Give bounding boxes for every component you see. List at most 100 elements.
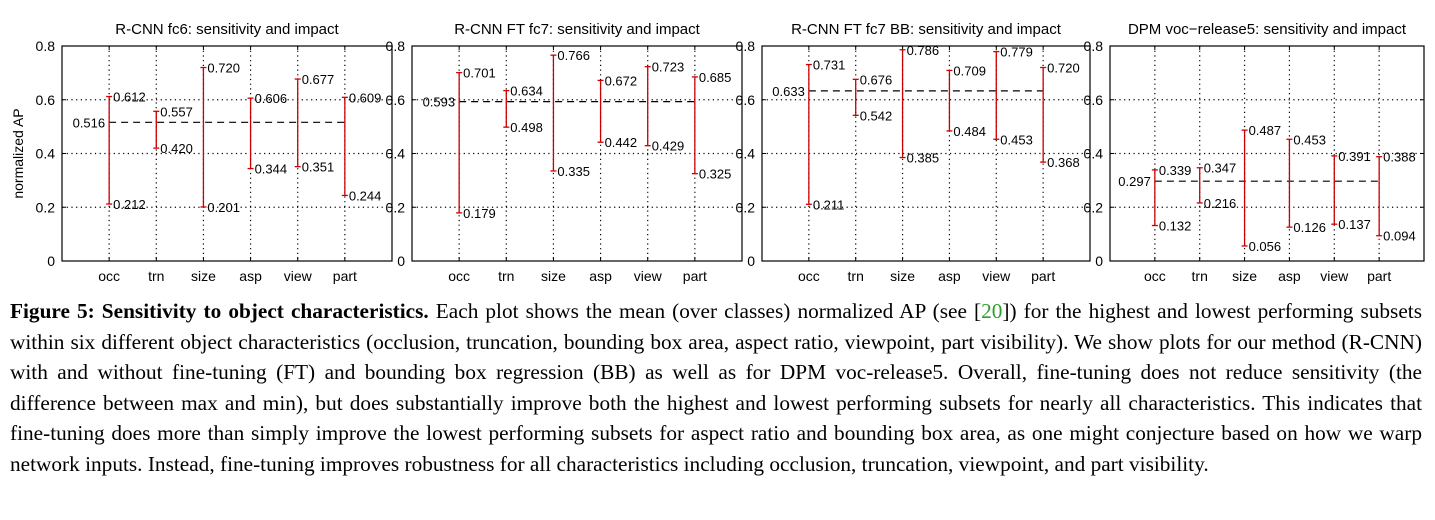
min-value-label: 0.244 [349,188,382,203]
x-tick-label-asp: asp [239,268,262,284]
max-value-label: 0.557 [160,104,193,119]
x-tick-label-asp: asp [1278,268,1301,284]
max-value-label: 0.685 [699,70,732,85]
max-value-label: 0.779 [1000,45,1033,60]
x-tick-label-view: view [284,268,313,284]
x-tick-label-part: part [1367,268,1391,284]
y-tick-label: 0.4 [36,146,56,162]
y-axis-label: normalized AP [10,108,26,198]
figure-charts: R-CNN fc6: sensitivity and impact normali… [10,21,1425,284]
max-value-label: 0.391 [1338,149,1371,164]
min-value-label: 0.498 [510,120,543,135]
x-tick-label-occ: occ [448,268,470,284]
min-value-label: 0.442 [605,135,638,150]
max-value-label: 0.720 [1047,61,1080,76]
max-value-label: 0.731 [813,58,846,73]
y-tick-label: 0.2 [386,199,406,215]
chart-title: R-CNN FT fc7 BB: sensitivity and impact [791,21,1062,38]
max-value-label: 0.672 [605,73,638,88]
y-tick-label: 0.8 [36,38,56,54]
caption-text-2: ]) for the highest and lowest performing… [10,299,1423,476]
x-tick-label-part: part [1031,268,1055,284]
y-tick-label: 0.6 [36,92,56,108]
max-value-label: 0.766 [557,48,590,63]
y-tick-label: 0 [47,253,55,269]
x-tick-label-trn: trn [148,268,164,284]
min-value-label: 0.126 [1293,220,1326,235]
axes-frame [1109,45,1425,262]
y-tick-label: 0.6 [386,92,406,108]
x-tick-label-asp: asp [938,268,961,284]
chart-title: R-CNN FT fc7: sensitivity and impact [454,21,700,38]
max-value-label: 0.612 [113,90,146,105]
min-value-label: 0.201 [207,200,240,215]
max-value-label: 0.709 [953,63,986,78]
mean-value-label: 0.593 [423,95,456,110]
charts-svg: R-CNN fc6: sensitivity and impact normali… [10,21,1425,284]
y-tick-label: 0.4 [1084,146,1104,162]
x-tick-label-trn: trn [498,268,514,284]
chart-panel-3: R-CNN FT fc7 BB: sensitivity and impact 0… [736,21,1091,284]
min-value-label: 0.132 [1159,219,1192,234]
max-value-label: 0.609 [349,90,382,105]
min-value-label: 0.351 [302,160,335,175]
min-value-label: 0.453 [1000,132,1033,147]
x-tick-label-view: view [982,268,1011,284]
figure-caption: Figure 5: Sensitivity to object characte… [10,296,1422,479]
x-tick-label-occ: occ [98,268,120,284]
max-value-label: 0.347 [1204,161,1237,176]
min-value-label: 0.484 [953,124,986,139]
y-tick-label: 0.4 [386,146,406,162]
max-value-label: 0.723 [652,60,685,75]
min-value-label: 0.056 [1249,239,1282,254]
y-tick-label: 0 [747,253,755,269]
axes-frame [761,45,1091,262]
y-tick-label: 0.8 [1084,38,1104,54]
y-tick-label: 0 [397,253,405,269]
y-tick-label: 0.8 [736,38,756,54]
min-value-label: 0.211 [813,197,845,212]
y-tick-label: 0.2 [36,199,56,215]
y-tick-label: 0 [1095,253,1103,269]
axes-frame [61,45,393,262]
x-tick-label-view: view [634,268,663,284]
min-value-label: 0.368 [1047,155,1080,170]
max-value-label: 0.606 [255,91,288,106]
y-tick-label: 0.8 [386,38,406,54]
mean-value-label: 0.516 [73,115,106,130]
x-tick-label-size: size [191,268,216,284]
chart-panel-4: DPM voc−release5: sensitivity and impact… [1084,21,1425,284]
chart-title: R-CNN fc6: sensitivity and impact [115,21,339,38]
x-tick-label-part: part [333,268,357,284]
x-tick-label-trn: trn [1192,268,1208,284]
max-value-label: 0.786 [907,43,940,58]
y-tick-label: 0.4 [736,146,756,162]
max-value-label: 0.677 [302,72,335,87]
min-value-label: 0.335 [557,164,590,179]
x-tick-label-size: size [541,268,566,284]
x-tick-label-part: part [683,268,707,284]
max-value-label: 0.453 [1293,132,1326,147]
chart-panel-1: R-CNN fc6: sensitivity and impact normali… [10,21,393,284]
min-value-label: 0.385 [907,151,940,166]
y-tick-label: 0.6 [1084,92,1104,108]
max-value-label: 0.720 [207,61,240,76]
min-value-label: 0.429 [652,139,685,154]
max-value-label: 0.634 [510,84,543,99]
min-value-label: 0.216 [1204,196,1237,211]
axes-frame [411,45,743,262]
max-value-label: 0.701 [463,66,496,81]
min-value-label: 0.094 [1383,229,1416,244]
x-tick-label-view: view [1320,268,1349,284]
y-tick-label: 0.2 [736,199,756,215]
x-tick-label-asp: asp [589,268,612,284]
caption-text-1: Each plot shows the mean (over classes) … [428,299,982,323]
min-value-label: 0.542 [860,108,893,123]
max-value-label: 0.388 [1383,150,1416,165]
max-value-label: 0.676 [860,72,893,87]
caption-reference-link[interactable]: 20 [981,299,1003,323]
min-value-label: 0.325 [699,167,732,182]
x-tick-label-size: size [890,268,915,284]
max-value-label: 0.487 [1249,123,1282,138]
x-tick-label-trn: trn [848,268,864,284]
